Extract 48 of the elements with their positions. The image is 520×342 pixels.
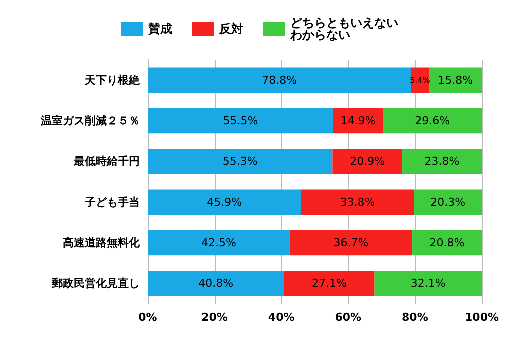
y-tick-label: 高速道路無料化 — [63, 236, 141, 250]
data-label: 36.7% — [334, 236, 369, 250]
x-tick-label: 60% — [335, 311, 362, 324]
bar — [414, 190, 482, 215]
bar — [429, 68, 482, 93]
data-label: 40.8% — [198, 277, 234, 290]
y-tick-label: 最低時給千円 — [73, 155, 140, 168]
bar — [332, 149, 403, 174]
bar — [301, 190, 414, 215]
bar — [148, 149, 333, 174]
bar — [148, 108, 334, 134]
data-label: 78.8% — [262, 74, 298, 87]
y-tick-label: 温室ガス削減２５％ — [40, 114, 140, 128]
data-label: 27.1% — [312, 277, 348, 290]
data-label: 15.8% — [438, 74, 474, 87]
x-tick-label: 40% — [268, 311, 295, 324]
legend-label: 反対 — [218, 22, 244, 36]
data-label: 55.3% — [222, 155, 258, 168]
data-label: 55.5% — [223, 114, 258, 128]
bar — [290, 230, 413, 256]
data-label: 20.8% — [430, 236, 465, 250]
bar — [148, 68, 412, 93]
legend-label: どちらともいえないわからない — [290, 16, 398, 42]
data-label: 23.8% — [424, 155, 460, 168]
data-label: 33.8% — [340, 196, 376, 209]
bar — [374, 271, 482, 296]
data-label: 42.5% — [202, 236, 236, 250]
bar — [402, 149, 482, 174]
data-label: 14.9% — [340, 114, 376, 128]
data-label: 32.1% — [410, 277, 446, 290]
x-tick-label: 20% — [202, 311, 228, 324]
data-label: 20.9% — [350, 155, 386, 168]
x-tick-label: 0% — [138, 311, 158, 324]
y-tick-label: 天下り根絶 — [84, 74, 141, 87]
legend-label: 賛成 — [148, 22, 172, 36]
data-label: 29.6% — [415, 114, 450, 128]
bar — [148, 271, 284, 296]
bar — [148, 190, 302, 215]
y-tick-label: 郵政民営化見直し — [51, 277, 140, 290]
data-label: 45.9% — [207, 196, 242, 209]
bar — [383, 108, 482, 134]
y-tick-label: 子ども手当 — [84, 196, 140, 209]
x-tick-label: 80% — [402, 311, 428, 324]
bar — [412, 230, 482, 256]
data-label: 20.3% — [430, 196, 466, 209]
bar — [284, 271, 375, 296]
bar — [148, 230, 290, 256]
x-tick-label: 100% — [465, 311, 499, 324]
